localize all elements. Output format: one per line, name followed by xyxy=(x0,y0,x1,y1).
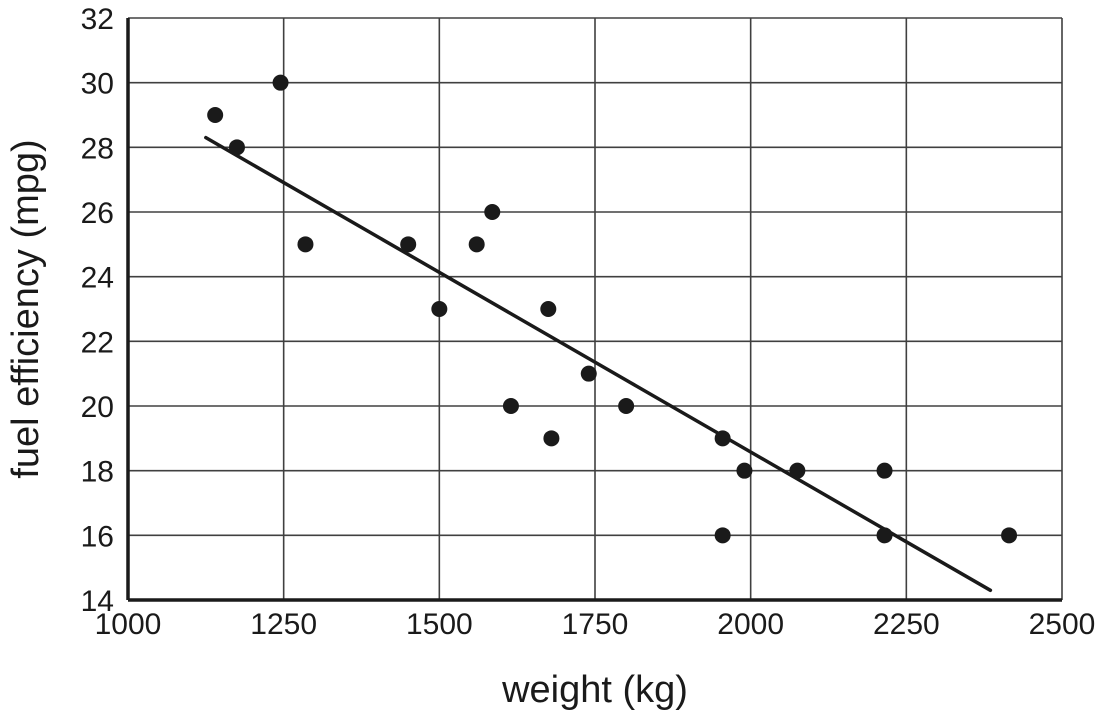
tick-labels: 1000 1250 1500 1750 2000 2250 2500 14 16 18 20 22 24… xyxy=(81,3,1096,641)
data-point xyxy=(789,462,806,479)
x-tick-label: 1500 xyxy=(406,608,473,641)
data-point xyxy=(228,139,245,156)
data-point xyxy=(502,398,519,414)
data-point xyxy=(580,365,597,382)
x-tick-label: 2250 xyxy=(873,608,940,641)
y-tick-label: 30 xyxy=(81,68,114,101)
y-tick-label: 18 xyxy=(81,456,114,489)
data-point xyxy=(618,398,635,414)
data-point xyxy=(876,527,893,544)
data-point xyxy=(736,462,753,479)
data-point xyxy=(543,430,560,447)
y-tick-label: 28 xyxy=(81,132,114,165)
gridlines xyxy=(127,17,1063,601)
y-tick-label: 22 xyxy=(81,326,114,359)
x-axis-label: weight (kg) xyxy=(501,669,688,711)
y-axis-label: fuel efficiency (mpg) xyxy=(5,139,47,478)
x-tick-label: 1750 xyxy=(562,608,629,641)
axes xyxy=(126,18,1062,602)
y-tick-label: 32 xyxy=(81,3,114,36)
y-tick-label: 16 xyxy=(81,520,114,553)
data-point xyxy=(1001,527,1018,544)
data-point xyxy=(272,74,289,91)
data-point xyxy=(297,236,314,253)
y-tick-label: 20 xyxy=(81,391,114,424)
x-tick-label: 2500 xyxy=(1029,608,1096,641)
data-point xyxy=(207,107,224,123)
data-point xyxy=(468,236,485,253)
data-point xyxy=(540,301,557,317)
data-point xyxy=(876,462,893,479)
x-tick-label: 1250 xyxy=(250,608,317,641)
data-point xyxy=(714,430,731,447)
trend-line xyxy=(204,135,993,593)
y-tick-label: 24 xyxy=(81,262,114,295)
y-tick-label: 26 xyxy=(81,197,114,230)
y-tick-label: 14 xyxy=(81,585,114,618)
data-point xyxy=(714,527,731,544)
x-tick-label: 1000 xyxy=(95,608,162,641)
data-point xyxy=(431,301,448,317)
data-point xyxy=(400,236,417,253)
data-points xyxy=(207,74,1018,544)
x-tick-label: 2000 xyxy=(717,608,784,641)
data-point xyxy=(484,204,501,220)
